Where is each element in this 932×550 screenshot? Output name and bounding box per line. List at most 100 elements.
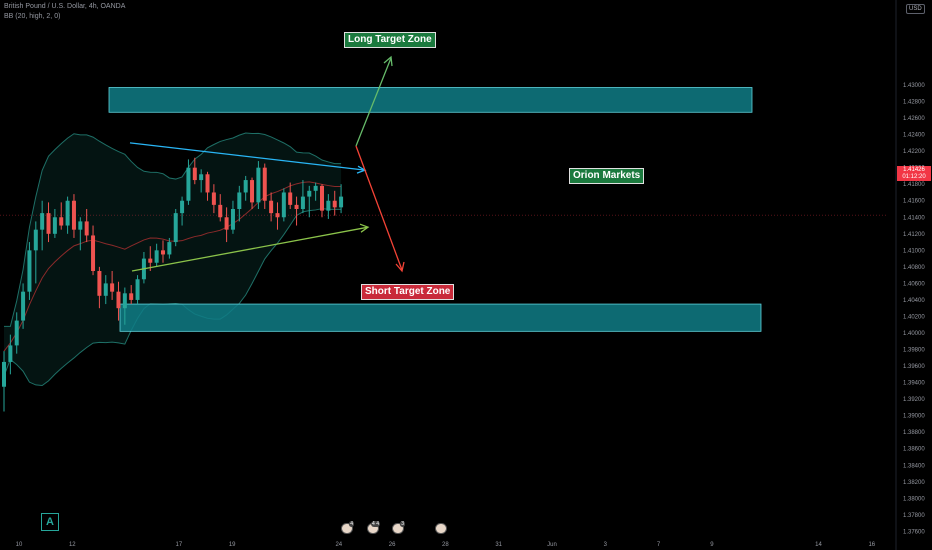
candle-body xyxy=(230,209,235,230)
candle-body xyxy=(65,200,70,226)
price-axis[interactable]: 1.430001.428001.426001.424001.422001.420… xyxy=(895,0,925,550)
short-projection-arrow[interactable] xyxy=(355,145,403,271)
time-tick-label: 10 xyxy=(16,542,23,548)
price-tick-label: 1.40400 xyxy=(903,298,925,304)
time-tick-label: 24 xyxy=(335,542,342,548)
price-tick-label: 1.38200 xyxy=(903,480,925,486)
candle-body xyxy=(307,190,312,197)
time-tick-label: 7 xyxy=(657,542,661,548)
upper-band xyxy=(4,132,342,327)
candle-body xyxy=(122,293,127,309)
short-arrowhead xyxy=(395,261,405,273)
price-tick-label: 1.40200 xyxy=(903,314,925,320)
candle-body xyxy=(199,174,204,181)
upper-trendline[interactable] xyxy=(129,142,366,171)
price-tick-label: 1.38800 xyxy=(903,430,925,436)
short-target-zone-label[interactable]: Short Target Zone xyxy=(361,284,455,300)
candle-body xyxy=(59,217,64,226)
price-tick-label: 1.39400 xyxy=(903,381,925,387)
lower-trendline[interactable] xyxy=(131,226,369,272)
time-tick-label: 3 xyxy=(604,542,608,548)
candle-body xyxy=(262,167,267,201)
long-arrowhead xyxy=(383,55,393,67)
candle-body xyxy=(161,250,165,255)
long-target-zone[interactable] xyxy=(108,87,753,113)
time-tick-label: 28 xyxy=(442,542,449,548)
candle-body xyxy=(46,213,51,234)
time-tick-label: 19 xyxy=(229,542,236,548)
long-target-zone-label[interactable]: Long Target Zone xyxy=(344,32,436,48)
price-tick-label: 1.38600 xyxy=(903,447,925,453)
price-tick-label: 1.37600 xyxy=(903,529,925,535)
candle-body xyxy=(205,174,210,193)
price-tick-label: 1.41000 xyxy=(903,248,925,254)
band-fill xyxy=(4,132,342,386)
current-price-value: 1.41426 xyxy=(903,167,925,173)
candle-body xyxy=(91,235,96,271)
price-tick-label: 1.42800 xyxy=(903,100,925,106)
candle-body xyxy=(8,345,13,362)
candle-body xyxy=(332,200,337,208)
candle-body xyxy=(78,221,83,230)
candle-body xyxy=(275,213,280,218)
candle-body xyxy=(52,217,57,234)
candle-body xyxy=(250,180,255,203)
candle-body xyxy=(21,291,26,321)
current-price-badge: 1.41426 01:12:20 xyxy=(897,166,931,181)
short-target-zone[interactable] xyxy=(119,303,762,332)
candle-body xyxy=(33,229,38,251)
price-tick-label: 1.39000 xyxy=(903,414,925,420)
event-4-icon[interactable] xyxy=(435,523,447,534)
price-tick-label: 1.42400 xyxy=(903,133,925,139)
candle-body xyxy=(256,167,261,203)
candle-body xyxy=(167,242,172,255)
candle-body xyxy=(300,196,305,210)
long-projection-arrow[interactable] xyxy=(355,57,392,147)
candle-body xyxy=(129,293,134,300)
time-tick-label: 26 xyxy=(389,542,396,548)
candle-body xyxy=(135,279,140,300)
price-tick-label: 1.39200 xyxy=(903,397,925,403)
price-tick-label: 1.40600 xyxy=(903,281,925,287)
bollinger-bands xyxy=(3,132,342,387)
candle-body xyxy=(2,361,6,387)
candle-body xyxy=(71,200,76,230)
event-2-icon[interactable]: 4 4 xyxy=(367,521,380,534)
candle-body xyxy=(224,217,229,230)
target-zones[interactable] xyxy=(108,87,762,332)
price-tick-label: 1.37800 xyxy=(903,513,925,519)
candle-body xyxy=(294,204,299,210)
time-tick-label: 9 xyxy=(710,542,714,548)
candle-body xyxy=(320,185,324,211)
price-tick-label: 1.40000 xyxy=(903,331,925,337)
price-tick-label: 1.41800 xyxy=(903,182,925,188)
brand-label[interactable]: Orion Markets xyxy=(569,168,645,184)
candle-body xyxy=(339,196,344,208)
time-tick-label: 17 xyxy=(176,542,183,548)
price-tick-label: 1.38000 xyxy=(903,496,925,502)
candle-body xyxy=(269,200,274,214)
time-tick-label: 14 xyxy=(815,542,822,548)
basis-line xyxy=(3,181,342,352)
price-tick-label: 1.38400 xyxy=(903,463,925,469)
currency-badge[interactable]: USD xyxy=(906,4,925,14)
price-tick-label: 1.42200 xyxy=(903,149,925,155)
event-1-icon[interactable]: 4 xyxy=(341,521,354,534)
tradingview-logo-icon[interactable]: A xyxy=(41,513,59,531)
candle-body xyxy=(154,250,159,263)
drawings[interactable] xyxy=(129,55,405,273)
candle-body xyxy=(288,192,293,205)
candle-body xyxy=(326,200,331,211)
symbol-title: British Pound / U.S. Dollar, 4h, OANDA xyxy=(4,3,126,10)
candle-body xyxy=(116,291,121,309)
candle-body xyxy=(27,250,32,292)
time-axis[interactable]: 1012171924262831Jun37914162123 xyxy=(16,542,932,548)
candle-body xyxy=(186,167,191,201)
time-tick-label: 31 xyxy=(495,542,502,548)
candle-body xyxy=(148,258,153,263)
candle-body xyxy=(110,283,115,292)
event-3-icon[interactable]: 3 xyxy=(392,521,405,534)
candle-body xyxy=(180,200,185,214)
indicator-legend[interactable]: BB (20, high, 2, 0) xyxy=(4,13,61,20)
